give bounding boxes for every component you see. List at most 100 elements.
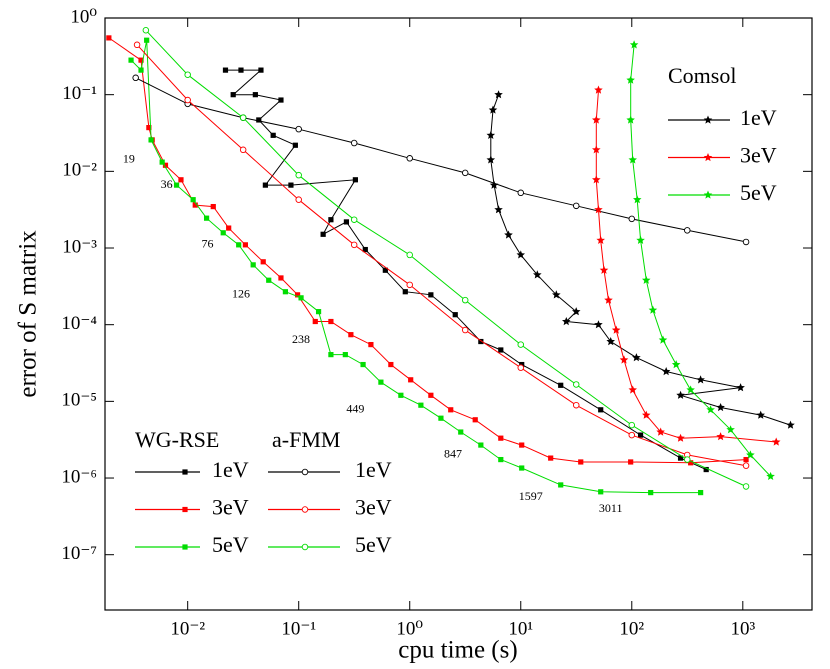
marker-circle <box>572 202 580 210</box>
marker-star <box>552 290 561 299</box>
marker-star <box>626 115 635 124</box>
marker-star <box>486 155 496 164</box>
marker-circle <box>572 401 580 409</box>
legend-title: Comsol <box>668 63 736 88</box>
x-tick-label: 10⁻² <box>170 618 205 639</box>
marker-circle <box>628 421 636 429</box>
series-line <box>225 69 707 471</box>
plot-frame <box>104 17 813 611</box>
annotation: 847 <box>444 447 462 461</box>
marker-square <box>343 219 350 225</box>
marker-square <box>190 197 196 203</box>
legend-label: 3eV <box>212 495 249 520</box>
legend-marker <box>301 468 309 476</box>
marker-star <box>599 265 609 274</box>
marker-circle <box>406 251 413 259</box>
marker-square <box>342 352 348 358</box>
marker-star <box>633 195 642 204</box>
marker-star <box>626 75 635 84</box>
marker-square <box>146 124 152 131</box>
marker-square <box>519 361 525 368</box>
marker-star <box>658 335 668 344</box>
marker-star <box>726 425 735 434</box>
marker-square <box>368 341 374 348</box>
marker-circle <box>350 139 358 147</box>
marker-circle <box>517 364 525 371</box>
series-line <box>595 89 777 443</box>
marker-square <box>698 489 704 496</box>
legend-label: 3eV <box>355 495 392 520</box>
marker-square <box>173 182 180 188</box>
marker-square <box>238 67 244 73</box>
legend-label: 1eV <box>212 457 249 482</box>
marker-square <box>220 230 226 236</box>
marker-square <box>270 132 276 138</box>
series-line <box>490 94 791 426</box>
marker-square <box>677 455 684 461</box>
series-line <box>136 44 747 467</box>
marker-circle <box>239 146 247 154</box>
marker-square <box>558 382 564 388</box>
marker-square <box>418 402 424 408</box>
marker-square <box>628 459 634 465</box>
legend-title: WG-RSE <box>135 427 219 452</box>
marker-square <box>278 97 284 103</box>
marker-star <box>671 360 681 369</box>
marker-square <box>138 67 144 73</box>
marker-circle <box>350 241 358 249</box>
marker-circle <box>461 326 469 334</box>
series-line <box>145 29 747 487</box>
legend-label: 3eV <box>740 143 777 168</box>
annotation: 1597 <box>519 489 543 503</box>
marker-square <box>144 37 150 43</box>
marker-square <box>398 392 404 398</box>
marker-square <box>178 177 184 183</box>
marker-square <box>498 456 504 463</box>
y-tick-label: 10⁻³ <box>62 236 97 257</box>
marker-star <box>771 437 781 446</box>
marker-star <box>562 317 571 326</box>
marker-star <box>516 250 525 259</box>
marker-star <box>628 385 637 394</box>
legend-title: a-FMM <box>272 427 340 452</box>
marker-star <box>494 205 503 214</box>
marker-star <box>716 432 725 441</box>
marker-square <box>688 460 694 466</box>
legend-marker <box>182 469 188 475</box>
marker-square <box>210 203 216 210</box>
marker-star <box>696 375 705 384</box>
x-tick-label: 10² <box>619 618 644 639</box>
marker-square <box>519 442 525 448</box>
marker-star <box>594 320 603 329</box>
marker-star <box>756 410 765 419</box>
marker-square <box>162 162 169 168</box>
marker-star <box>572 307 581 316</box>
marker-circle <box>239 114 247 121</box>
marker-square <box>388 361 394 368</box>
annotation: 126 <box>232 287 250 301</box>
marker-star <box>606 337 615 346</box>
marker-star <box>642 275 651 284</box>
marker-square <box>408 377 414 383</box>
annotation: 3011 <box>599 501 623 515</box>
marker-square <box>362 246 368 253</box>
marker-square <box>159 159 165 165</box>
marker-square <box>106 35 112 41</box>
series-line <box>130 40 701 494</box>
marker-star <box>486 130 496 139</box>
marker-star <box>628 155 637 164</box>
marker-star <box>488 105 498 114</box>
marker-square <box>519 465 525 471</box>
marker-star <box>604 295 613 304</box>
marker-square <box>578 459 584 465</box>
series-line <box>135 77 747 243</box>
marker-star <box>736 383 745 392</box>
marker-star <box>611 325 621 334</box>
marker-square <box>252 92 258 98</box>
legend-marker <box>301 543 309 551</box>
marker-square <box>292 142 298 148</box>
marker-star <box>594 205 603 214</box>
marker-star <box>766 471 775 480</box>
marker-star <box>592 175 601 184</box>
legend-marker <box>182 544 188 550</box>
